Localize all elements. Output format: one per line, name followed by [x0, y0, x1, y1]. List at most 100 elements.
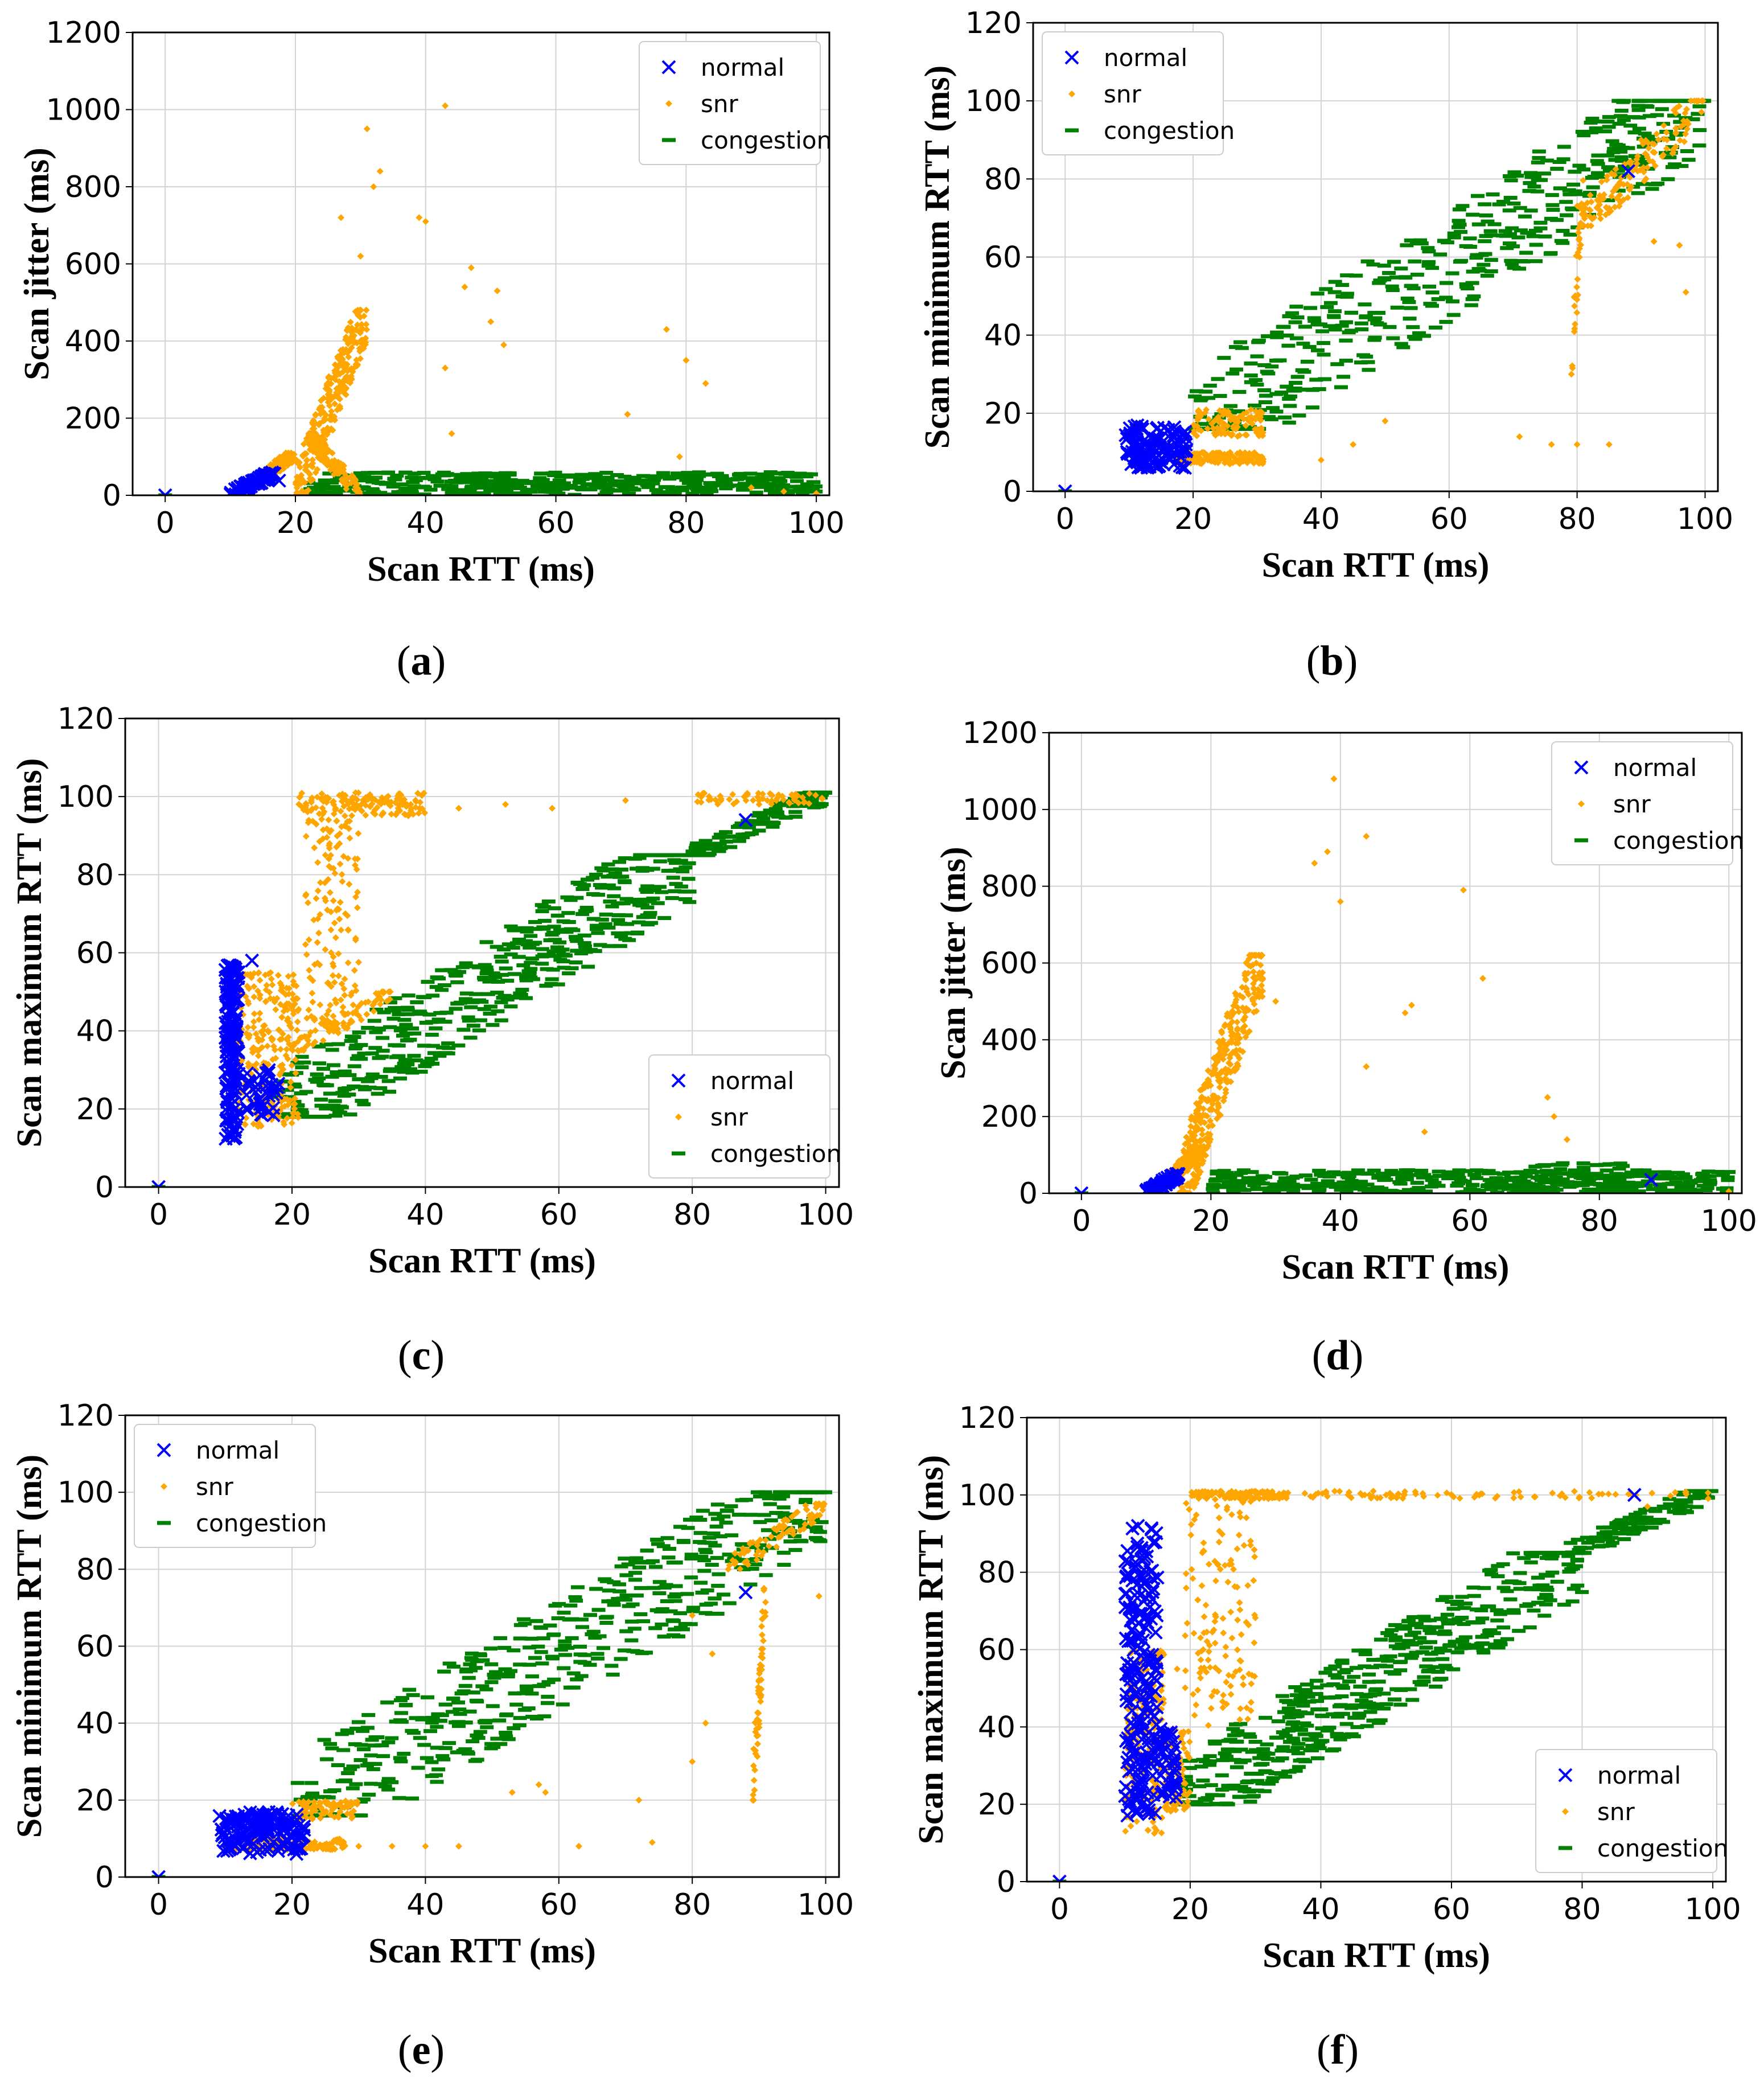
congestion-point [494, 1018, 508, 1022]
congestion-point [622, 938, 636, 942]
congestion-point [1298, 325, 1312, 329]
congestion-point [587, 483, 602, 487]
snr-point [268, 1034, 275, 1042]
congestion-point [1645, 187, 1659, 191]
snr-point [786, 799, 793, 806]
congestion-point [1206, 1190, 1220, 1193]
congestion-point [1366, 262, 1380, 267]
congestion-point [641, 484, 655, 489]
congestion-point [1644, 1174, 1659, 1178]
congestion-point [598, 922, 612, 927]
congestion-point [478, 471, 492, 476]
congestion-point [1465, 297, 1479, 301]
congestion-point [1210, 1169, 1224, 1174]
congestion-point [381, 1079, 396, 1083]
snr-point [1250, 459, 1257, 467]
snr-point [1227, 1051, 1234, 1058]
congestion-point [1507, 201, 1521, 206]
congestion-point [593, 883, 607, 888]
congestion-point [1680, 98, 1694, 103]
congestion-point [1328, 327, 1342, 332]
congestion-point [1543, 1185, 1557, 1190]
congestion-point [1455, 1190, 1469, 1193]
congestion-point [398, 486, 412, 491]
congestion-point [459, 961, 473, 966]
snr-point [281, 1095, 288, 1103]
congestion-point [1484, 1187, 1498, 1192]
congestion-point [694, 843, 709, 847]
congestion-point [420, 1062, 434, 1066]
congestion-point [1510, 174, 1524, 178]
snr-point [717, 792, 724, 800]
congestion-point [597, 868, 611, 873]
normal-point [265, 468, 279, 483]
congestion-point [1251, 1178, 1265, 1183]
snr-point [1597, 215, 1604, 223]
congestion-point [1524, 171, 1538, 175]
congestion-point [423, 487, 438, 492]
congestion-point [1290, 375, 1305, 379]
normal-point [1129, 422, 1144, 437]
congestion-point [1498, 229, 1512, 233]
y-axis-label: Scan minimum RTT (ms) [918, 65, 957, 449]
snr-point [549, 804, 556, 812]
normal-point [259, 1086, 274, 1100]
normal-point [231, 965, 246, 980]
congestion-point [692, 849, 706, 854]
snr-point [1187, 1181, 1195, 1188]
congestion-point [1532, 149, 1546, 154]
snr-point [279, 462, 287, 469]
snr-point [337, 807, 344, 815]
congestion-point [1631, 1181, 1645, 1185]
congestion-point [613, 944, 627, 948]
congestion-point [1566, 182, 1581, 187]
congestion-point [1512, 1181, 1526, 1186]
congestion-point [685, 849, 700, 854]
snr-point [1233, 1026, 1241, 1034]
x-tick-label: 60 [537, 506, 574, 540]
congestion-point [1614, 155, 1629, 159]
congestion-point [545, 977, 559, 982]
congestion-point [1209, 1177, 1223, 1181]
snr-point [1612, 166, 1619, 173]
congestion-point [668, 889, 682, 893]
snr-point [311, 441, 319, 449]
snr-point [1684, 125, 1691, 133]
congestion-point [417, 1044, 431, 1048]
snr-point [331, 400, 339, 408]
congestion-point [1351, 1168, 1365, 1173]
congestion-point [1288, 386, 1302, 391]
congestion-point [519, 996, 533, 1000]
congestion-point [524, 967, 538, 971]
snr-point [318, 404, 326, 411]
congestion-point [1656, 1190, 1671, 1193]
snr-point [1640, 178, 1648, 185]
congestion-point [295, 1065, 309, 1070]
congestion-point [611, 918, 625, 922]
congestion-point [805, 799, 819, 804]
congestion-point [1232, 389, 1247, 394]
congestion-point [461, 1015, 475, 1020]
snr-point [341, 812, 348, 820]
snr-point [256, 1016, 263, 1023]
snr-point [805, 790, 813, 797]
snr-point [1337, 898, 1344, 905]
congestion-point [1556, 1161, 1570, 1165]
congestion-point [1459, 285, 1474, 289]
x-tick-label: 20 [1192, 1204, 1230, 1238]
congestion-point [1568, 170, 1582, 174]
congestion-point [601, 862, 615, 867]
normal-point [1058, 484, 1072, 491]
snr-point [272, 1006, 279, 1013]
congestion-point [1681, 158, 1696, 162]
snr-point [309, 989, 316, 997]
congestion-point [409, 477, 423, 481]
congestion-point [752, 828, 766, 833]
congestion-point [1505, 262, 1519, 266]
congestion-point [640, 884, 655, 889]
snr-point [357, 252, 364, 260]
congestion-point [599, 470, 614, 475]
snr-point [286, 1000, 293, 1008]
congestion-point [1505, 226, 1519, 231]
congestion-point [325, 1048, 339, 1052]
